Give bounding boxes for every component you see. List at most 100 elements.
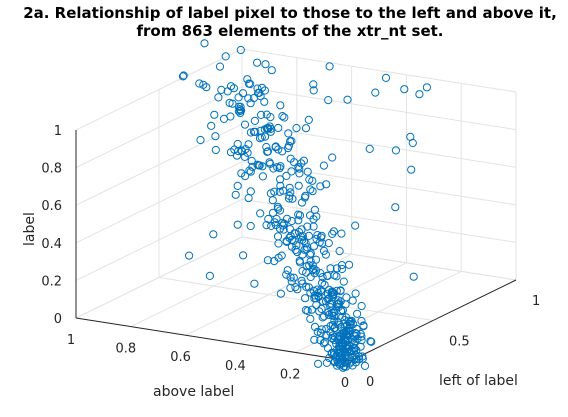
- data-point: [305, 175, 314, 184]
- data-point: [319, 246, 329, 255]
- data-point: [337, 229, 346, 238]
- grid-line: [241, 198, 517, 243]
- data-point: [285, 191, 294, 200]
- data-point: [291, 245, 300, 254]
- data-point: [211, 132, 220, 141]
- y-tick-label: 0: [341, 376, 349, 391]
- data-point: [348, 361, 357, 370]
- data-point: [219, 114, 229, 124]
- data-point: [234, 107, 243, 116]
- data-point: [318, 297, 328, 306]
- data-point: [306, 288, 315, 297]
- z-tick-label: 0.8: [41, 162, 62, 177]
- data-point: [330, 332, 339, 341]
- axes-box: [75, 130, 517, 362]
- data-point: [291, 283, 300, 292]
- data-point: [282, 171, 291, 180]
- data-point: [221, 52, 230, 61]
- data-point: [351, 289, 360, 298]
- data-point: [228, 99, 237, 108]
- data-point: [343, 336, 352, 345]
- data-point: [240, 120, 250, 129]
- data-point: [262, 221, 271, 230]
- data-point: [367, 337, 376, 346]
- data-point: [215, 62, 225, 71]
- data-point: [324, 239, 333, 248]
- data-point: [332, 264, 341, 273]
- data-point: [320, 338, 330, 347]
- data-point: [273, 232, 283, 241]
- data-point: [250, 116, 259, 126]
- data-point: [286, 283, 295, 293]
- data-point: [366, 337, 375, 346]
- data-point: [282, 214, 292, 223]
- data-point: [258, 172, 267, 181]
- data-point: [273, 163, 282, 172]
- data-point: [288, 194, 297, 203]
- data-point: [237, 147, 246, 156]
- grid-line: [241, 161, 517, 206]
- data-point: [301, 239, 310, 248]
- data-point: [290, 229, 299, 238]
- data-point: [234, 93, 243, 102]
- data-point: [381, 73, 391, 83]
- data-point: [407, 165, 416, 174]
- data-point: [256, 126, 265, 135]
- data-point: [292, 241, 301, 250]
- data-point: [409, 272, 418, 281]
- data-point: [330, 335, 339, 344]
- grid-line: [241, 48, 517, 93]
- data-point: [262, 110, 271, 119]
- data-point: [292, 124, 301, 133]
- data-point: [185, 251, 194, 260]
- grid-line: [158, 277, 434, 321]
- data-point: [351, 221, 360, 230]
- grid-line: [241, 86, 517, 131]
- data-point: [294, 181, 303, 190]
- data-point: [268, 208, 278, 217]
- data-point: [285, 233, 294, 242]
- data-points: [178, 39, 431, 372]
- z-tick-label: 0.6: [41, 199, 62, 214]
- data-point: [287, 235, 296, 245]
- grid-line: [241, 123, 517, 168]
- data-point: [309, 215, 318, 224]
- x-tick-label: 1: [532, 294, 540, 309]
- data-point: [287, 216, 296, 226]
- data-point: [268, 196, 277, 205]
- data-point: [209, 230, 218, 239]
- data-point: [263, 147, 272, 156]
- data-point: [255, 161, 264, 170]
- data-point: [320, 312, 329, 321]
- data-point: [317, 231, 326, 240]
- data-point: [391, 203, 400, 212]
- data-point: [340, 326, 349, 335]
- data-point: [264, 214, 273, 224]
- data-point: [178, 72, 188, 81]
- data-point: [274, 145, 283, 154]
- data-point: [280, 113, 289, 122]
- z-tick-label: 0.2: [41, 274, 62, 289]
- data-point: [217, 85, 226, 95]
- data-point: [295, 258, 305, 267]
- data-point: [356, 329, 365, 339]
- data-point: [309, 86, 318, 95]
- data-point: [244, 194, 253, 203]
- data-point: [236, 45, 245, 55]
- data-point: [309, 80, 318, 89]
- data-point: [233, 220, 242, 229]
- data-point: [229, 84, 238, 93]
- data-point: [260, 125, 269, 134]
- data-point: [301, 294, 310, 303]
- data-point: [263, 256, 272, 265]
- data-point: [284, 129, 293, 138]
- y-axis-label: above label: [153, 384, 234, 400]
- data-point: [336, 306, 346, 315]
- data-point: [336, 297, 345, 306]
- data-point: [328, 229, 337, 238]
- data-point: [400, 85, 409, 94]
- data-point: [319, 161, 328, 170]
- y-tick-label: 0.8: [115, 342, 136, 357]
- data-point: [266, 189, 275, 198]
- data-point: [244, 140, 253, 149]
